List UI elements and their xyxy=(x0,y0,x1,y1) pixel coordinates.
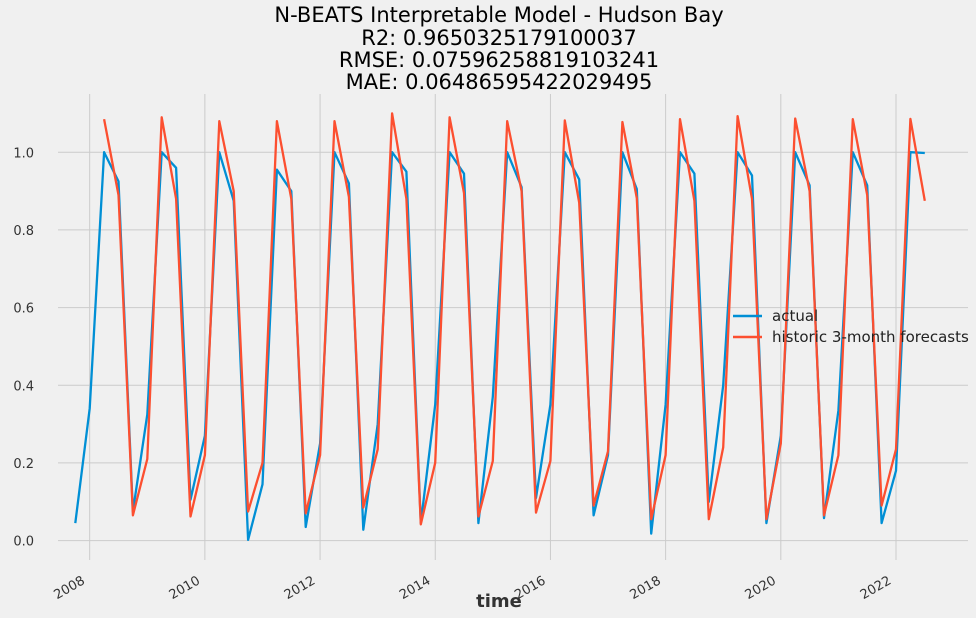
x-tick-label: 2020 xyxy=(743,573,779,603)
x-tick-label: 2018 xyxy=(627,573,663,603)
mae-metric: MAE: 0.06486595422029495 xyxy=(346,70,653,94)
y-tick-label: 1.0 xyxy=(13,146,34,161)
x-tick-label: 2014 xyxy=(397,573,433,603)
y-tick-label: 0.6 xyxy=(13,302,34,317)
actual-series-line xyxy=(74,151,925,541)
x-tick-label: 2008 xyxy=(52,573,88,603)
forecast-series-line xyxy=(102,112,926,526)
x-tick-label: 2012 xyxy=(282,573,318,603)
x-tick-label: 2010 xyxy=(167,573,203,603)
series-lines xyxy=(74,112,926,541)
y-tick-label: 0.0 xyxy=(13,535,34,550)
legend-label-forecast: historic 3-month forecasts xyxy=(772,328,969,346)
chart-title: N-BEATS Interpretable Model - Hudson Bay xyxy=(274,3,723,27)
x-tick-label: 2022 xyxy=(858,573,894,603)
r2-metric: R2: 0.9650325179100037 xyxy=(361,26,637,50)
legend: actual historic 3-month forecasts xyxy=(733,307,969,346)
x-axis-label: time xyxy=(476,591,522,612)
y-tick-label: 0.4 xyxy=(13,379,34,394)
rmse-metric: RMSE: 0.07596258819103241 xyxy=(339,48,659,72)
chart-title-group: N-BEATS Interpretable Model - Hudson Bay… xyxy=(274,3,723,94)
y-tick-label: 0.2 xyxy=(13,457,34,472)
y-tick-label: 0.8 xyxy=(13,224,34,239)
legend-label-actual: actual xyxy=(772,307,818,325)
